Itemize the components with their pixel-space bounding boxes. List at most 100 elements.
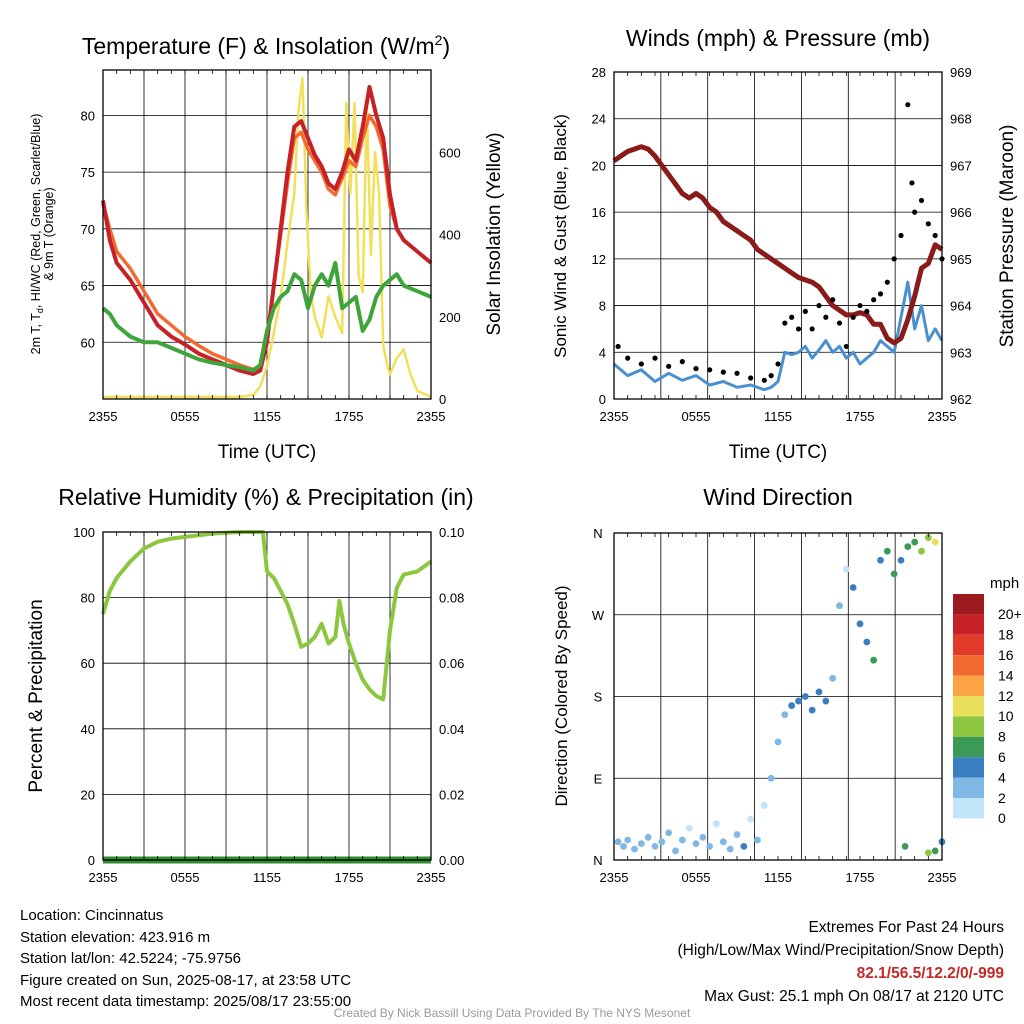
x-tick-label: 1155	[764, 409, 792, 424]
y2-tick-label: 965	[950, 252, 972, 267]
gust-point	[932, 232, 938, 239]
direction-point	[631, 845, 638, 853]
temperature-xlabel: Time (UTC)	[218, 442, 317, 463]
gust-point	[795, 326, 802, 332]
y2-tick-label: 0.10	[439, 525, 464, 540]
legend-label: 16	[998, 647, 1014, 663]
pressure-series-line	[612, 144, 944, 346]
temperature-title: Temperature (F) & Insolation (W/m2)	[82, 32, 450, 59]
gust-point	[775, 361, 781, 367]
y-tick-label: 28	[592, 65, 606, 80]
direction-legend-title: mph	[990, 575, 1019, 592]
x-tick-label: 0555	[682, 870, 711, 885]
direction-point	[788, 702, 796, 709]
x-tick-label: 1155	[764, 870, 792, 885]
winds-ylabel-right: Station Pressure (Maroon)	[997, 125, 1018, 348]
direction-point	[713, 820, 720, 828]
direction-point	[836, 602, 843, 610]
direction-point	[795, 697, 802, 705]
x-tick-label: 2355	[89, 870, 118, 885]
y-tick-label: 80	[81, 108, 95, 123]
y-tick-label: 0	[599, 392, 606, 407]
x-tick-label: 0555	[171, 870, 200, 885]
direction-panel: Wind Direction 2355 0555 1155 1755 2355 N E S W N…	[552, 484, 1022, 885]
x-tick-label: 1155	[253, 409, 281, 424]
humidity-series-line	[101, 530, 433, 702]
gust-point	[761, 377, 767, 383]
y2-tick-label: 600	[439, 145, 461, 160]
direction-point	[658, 838, 666, 846]
direction-point	[620, 842, 627, 850]
y-tick-label: 24	[592, 112, 606, 127]
direction-point	[678, 836, 686, 844]
x-tick-label: 2355	[600, 870, 629, 885]
direction-point	[924, 534, 932, 541]
wind-speed-series-line	[613, 280, 944, 392]
legend-label: 12	[998, 688, 1014, 704]
x-tick-label: 2355	[417, 409, 446, 424]
y2-tick-label: 0	[439, 392, 446, 407]
direction-point	[614, 838, 622, 846]
legend-swatch	[953, 716, 984, 737]
y-tick-label: 60	[81, 335, 95, 350]
gust-point	[748, 375, 754, 381]
extremes-info: Extremes For Past 24 Hours (High/Low/Max…	[678, 916, 1005, 1008]
direction-point	[767, 774, 775, 782]
x-tick-label: 1155	[253, 870, 281, 885]
elevation-text: Station elevation: 423.916 m	[20, 928, 211, 946]
gust-point	[625, 355, 631, 361]
y-tick-label: 75	[81, 165, 95, 180]
gust-point	[638, 361, 644, 367]
direction-ylabel-left: Direction (Colored By Speed)	[552, 585, 571, 806]
y2-tick-label: 0.02	[439, 787, 464, 802]
y-tick-label: N	[593, 526, 602, 541]
y-tick-label: S	[594, 690, 603, 705]
gust-point	[830, 297, 836, 303]
gust-point	[836, 320, 843, 326]
location-text: Location: Cincinnatus	[20, 907, 164, 924]
gust-point	[789, 314, 795, 320]
y-tick-label: 80	[81, 591, 95, 606]
legend-swatch	[953, 777, 984, 798]
direction-point	[901, 842, 909, 850]
gust-point	[615, 343, 621, 350]
gust-point	[871, 297, 877, 303]
direction-point	[890, 570, 898, 578]
y-tick-label: N	[593, 853, 602, 868]
direction-point	[808, 706, 816, 714]
max-gust-text: Max Gust: 25.1 mph On 08/17 at 2120 UTC	[704, 988, 1004, 1005]
temperature-ylabel-left: 2m T, Td, HI/WC (Red, Green, Scarlet/Blu…	[29, 114, 45, 355]
x-tick-label: 1755	[846, 409, 875, 424]
gust-point	[666, 363, 672, 369]
legend-label: 4	[998, 769, 1006, 785]
y-tick-label: 20	[592, 158, 606, 173]
y2-tick-label: 0.04	[439, 722, 464, 737]
x-tick-label: 2355	[928, 409, 957, 424]
humidity-title: Relative Humidity (%) & Precipitation (i…	[58, 484, 473, 510]
winds-panel: Winds (mph) & Pressure (mb) 2355 0555 1155…	[551, 25, 1018, 463]
direction-point	[856, 620, 864, 628]
gust-point	[905, 102, 911, 108]
direction-point	[685, 824, 693, 832]
legend-swatch	[953, 675, 984, 696]
direction-point	[651, 842, 659, 850]
latlon-text: Station lat/lon: 42.5224; -75.9756	[20, 950, 242, 967]
gust-point	[898, 232, 904, 239]
legend-swatch	[953, 736, 984, 758]
gust-point	[782, 320, 788, 326]
recent-data-text: Most recent data timestamp: 2025/08/17 2…	[20, 993, 352, 1010]
direction-point	[624, 836, 632, 844]
winds-xlabel: Time (UTC)	[729, 442, 828, 463]
y2-tick-label: 962	[950, 392, 972, 407]
gust-point	[884, 279, 890, 285]
gust-point	[768, 373, 774, 379]
insolation-series-line	[103, 76, 432, 399]
gust-point	[857, 302, 863, 309]
direction-title: Wind Direction	[703, 484, 853, 510]
legend-label: 18	[998, 627, 1014, 643]
direction-point	[842, 565, 850, 573]
x-tick-label: 1755	[846, 870, 875, 885]
direction-point	[774, 738, 782, 746]
y-tick-label: 12	[592, 252, 606, 267]
legend-swatch	[953, 757, 984, 778]
